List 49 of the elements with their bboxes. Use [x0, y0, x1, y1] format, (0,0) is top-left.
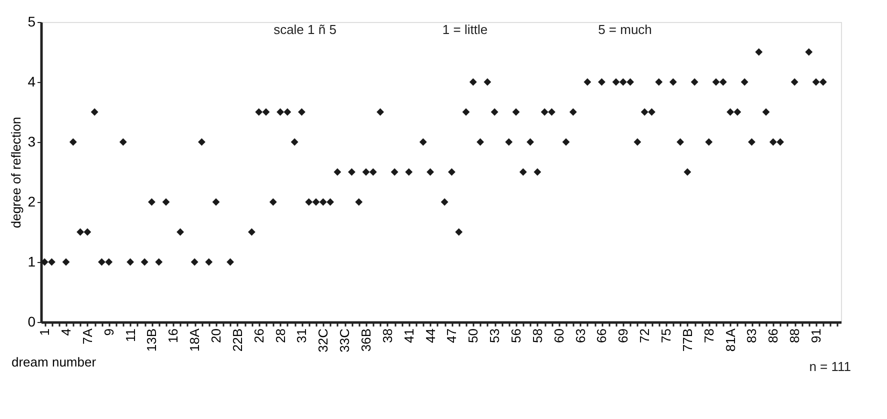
x-tick-label: 28: [272, 328, 288, 343]
x-tick-label: 9: [101, 328, 116, 336]
x-tick-label: 7A: [80, 328, 95, 344]
x-tick-label: 69: [616, 328, 631, 343]
x-tick-label: 26: [251, 328, 266, 343]
x-tick-label: 47: [444, 328, 460, 343]
x-tick-label: 4: [58, 328, 74, 336]
x-tick-label: 56: [508, 328, 524, 343]
x-tick-label: 18A: [187, 328, 202, 352]
text: n = 111: [809, 359, 851, 374]
y-tick-label: 5: [28, 14, 36, 30]
x-axis-title: dream number: [12, 354, 97, 370]
x-tick-label: 78: [701, 328, 716, 343]
y-tick-label: 0: [28, 314, 36, 330]
x-tick-label: 72: [637, 328, 652, 343]
y-tick-label: 2: [28, 194, 36, 210]
x-tick-label: 83: [744, 328, 760, 343]
x-tick-label: 33C: [337, 328, 352, 352]
x-tick-label: 58: [530, 328, 545, 343]
x-tick-label: 20: [208, 328, 224, 343]
y-axis-title: degree of reflection: [8, 116, 24, 228]
x-tick-label: 50: [466, 328, 481, 343]
annotation: scale 1 ñ 5: [274, 22, 336, 37]
x-tick-label: 36B: [358, 328, 374, 352]
x-tick-label: 22B: [230, 328, 245, 352]
x-tick-label: 53: [487, 328, 502, 343]
x-tick-label: 1: [37, 328, 52, 336]
x-tick-label: 11: [122, 328, 138, 342]
annotation: 1 = little: [442, 22, 488, 37]
y-tick-label: 1: [28, 254, 36, 270]
y-tick-label: 3: [28, 134, 36, 150]
x-tick-label: 31: [294, 328, 310, 343]
x-tick-label: 32C: [316, 328, 331, 352]
y-tick-label: 4: [28, 74, 36, 90]
x-tick-label: 41: [401, 328, 416, 343]
x-tick-label: 66: [594, 328, 610, 343]
x-tick-label: 44: [422, 328, 438, 343]
x-tick-label: 75: [658, 328, 674, 343]
x-tick-label: 16: [166, 328, 181, 343]
x-tick-label: 91: [808, 328, 824, 343]
x-tick-label: 77B: [680, 328, 695, 352]
x-tick-label: 81A: [722, 328, 738, 352]
x-tick-label: 63: [572, 328, 588, 343]
x-tick-label: 86: [766, 328, 781, 343]
annotation: 5 = much: [598, 22, 652, 37]
x-tick-label: 60: [551, 328, 566, 343]
x-tick-label: 88: [787, 328, 802, 343]
x-tick-label: 13B: [144, 328, 160, 352]
x-tick-label: 38: [380, 328, 395, 343]
